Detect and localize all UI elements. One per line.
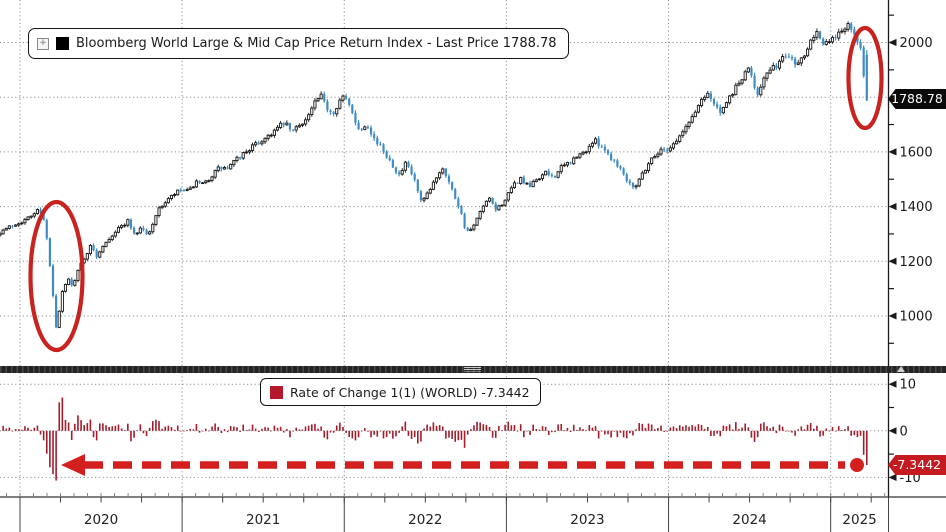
svg-text:1600: 1600 [900, 145, 933, 160]
svg-text:1200: 1200 [900, 255, 933, 270]
panel-divider[interactable] [0, 365, 946, 373]
last-price-tag: 1788.78 [888, 89, 946, 109]
x-axis-year-label: 2021 [246, 512, 280, 528]
price-series-swatch-icon [56, 37, 69, 50]
divider-grip-icon [464, 367, 481, 372]
roc-value-tag: -7.3442 [888, 455, 946, 475]
price-series-legend[interactable]: + Bloomberg World Large & Mid Cap Price … [28, 28, 569, 59]
svg-text:0: 0 [900, 424, 908, 439]
x-axis-year-label: 2020 [84, 512, 118, 528]
x-axis-year-label: 2025 [842, 512, 876, 528]
x-axis: 2020 2021 2022 2023 2024 2025 [0, 493, 946, 532]
svg-text:1400: 1400 [900, 200, 933, 215]
expand-icon[interactable]: + [37, 37, 49, 50]
roc-bar-series [2, 397, 868, 481]
pane-resize-arrow-icon[interactable] [897, 366, 905, 372]
x-axis-year-label: 2023 [570, 512, 604, 528]
x-axis-year-label: 2024 [732, 512, 766, 528]
roc-series-legend[interactable]: Rate of Change 1(1) (WORLD) -7.3442 [260, 378, 541, 406]
svg-text:2000: 2000 [900, 36, 933, 51]
x-axis-year-label: 2022 [408, 512, 442, 528]
roc-series-swatch-icon [270, 385, 283, 399]
price-series-legend-label: Bloomberg World Large & Mid Cap Price Re… [76, 36, 557, 51]
svg-text:1000: 1000 [900, 309, 933, 324]
roc-series-legend-label: Rate of Change 1(1) (WORLD) -7.3442 [290, 384, 530, 400]
svg-text:10: 10 [900, 378, 917, 393]
